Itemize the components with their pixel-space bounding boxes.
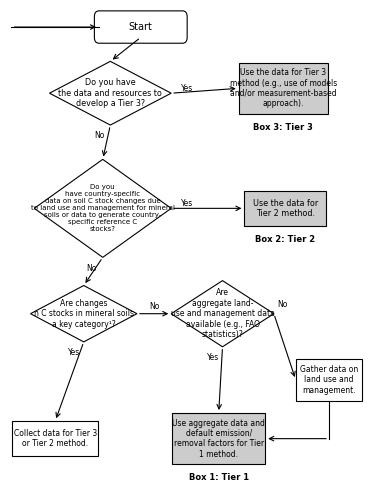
Text: Use aggregate data and
default emission/
removal factors for Tier
1 method.: Use aggregate data and default emission/…: [172, 418, 265, 459]
Text: No: No: [278, 300, 288, 310]
Bar: [244, 190, 326, 226]
Text: Box 2: Tier 2: Box 2: Tier 2: [255, 235, 315, 244]
Text: Use the data for
Tier 2 method.: Use the data for Tier 2 method.: [253, 198, 318, 218]
Text: Yes: Yes: [181, 84, 193, 93]
Text: Are
aggregate land-
use and management data
available (e.g., FAO
statistics)?: Are aggregate land- use and management d…: [171, 288, 274, 339]
FancyBboxPatch shape: [94, 11, 187, 43]
Text: Gather data on
land use and
management.: Gather data on land use and management.: [300, 365, 358, 395]
Text: Are changes
n C stocks in mineral soils
a key category¹?: Are changes n C stocks in mineral soils …: [34, 299, 134, 328]
Polygon shape: [31, 286, 137, 342]
Text: Yes: Yes: [68, 348, 80, 357]
Text: Yes: Yes: [207, 353, 219, 362]
Polygon shape: [50, 62, 171, 125]
Text: Collect data for Tier 3
or Tier 2 method.: Collect data for Tier 3 or Tier 2 method…: [14, 429, 97, 448]
Text: Box 1: Tier 1: Box 1: Tier 1: [189, 473, 249, 482]
Text: No: No: [86, 264, 97, 272]
Bar: [172, 413, 265, 465]
Bar: [296, 359, 362, 401]
Polygon shape: [171, 280, 274, 347]
Text: Box 3: Tier 3: Box 3: Tier 3: [253, 123, 313, 132]
Text: Do you have
the data and resources to
develop a Tier 3?: Do you have the data and resources to de…: [59, 78, 162, 108]
Polygon shape: [34, 160, 171, 258]
Bar: [239, 62, 328, 114]
Bar: [12, 421, 98, 456]
Text: Yes: Yes: [181, 199, 193, 208]
Text: No: No: [149, 302, 159, 311]
Text: Use the data for Tier 3
method (e.g., use of models
and/or measurement-based
app: Use the data for Tier 3 method (e.g., us…: [230, 68, 337, 108]
Text: Start: Start: [129, 22, 153, 32]
Text: No: No: [94, 132, 104, 140]
Text: Do you
have country-specific
data on soil C stock changes due
to land use and ma: Do you have country-specific data on soi…: [31, 184, 175, 232]
